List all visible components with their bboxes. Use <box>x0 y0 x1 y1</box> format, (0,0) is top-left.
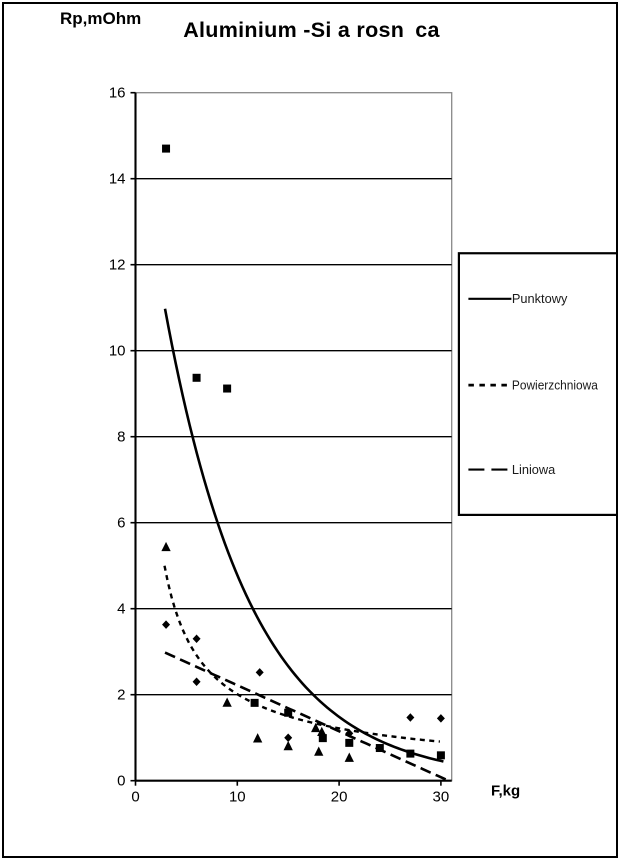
svg-text:16: 16 <box>109 85 126 102</box>
svg-text:F,kg: F,kg <box>491 783 520 800</box>
svg-text:Powierzchniowa: Powierzchniowa <box>512 377 599 392</box>
svg-text:20: 20 <box>331 789 348 806</box>
svg-text:14: 14 <box>109 171 126 188</box>
svg-text:10: 10 <box>109 343 126 360</box>
svg-text:30: 30 <box>433 789 450 806</box>
svg-text:4: 4 <box>117 601 125 618</box>
svg-text:8: 8 <box>117 429 125 446</box>
svg-text:6: 6 <box>117 515 125 532</box>
svg-text:10: 10 <box>229 789 246 806</box>
svg-text:Liniowa: Liniowa <box>512 462 556 477</box>
svg-text:Punktowy: Punktowy <box>512 291 568 306</box>
svg-text:0: 0 <box>131 789 139 806</box>
svg-text:12: 12 <box>109 257 126 274</box>
svg-text:0: 0 <box>117 773 125 790</box>
svg-text:2: 2 <box>117 687 125 704</box>
